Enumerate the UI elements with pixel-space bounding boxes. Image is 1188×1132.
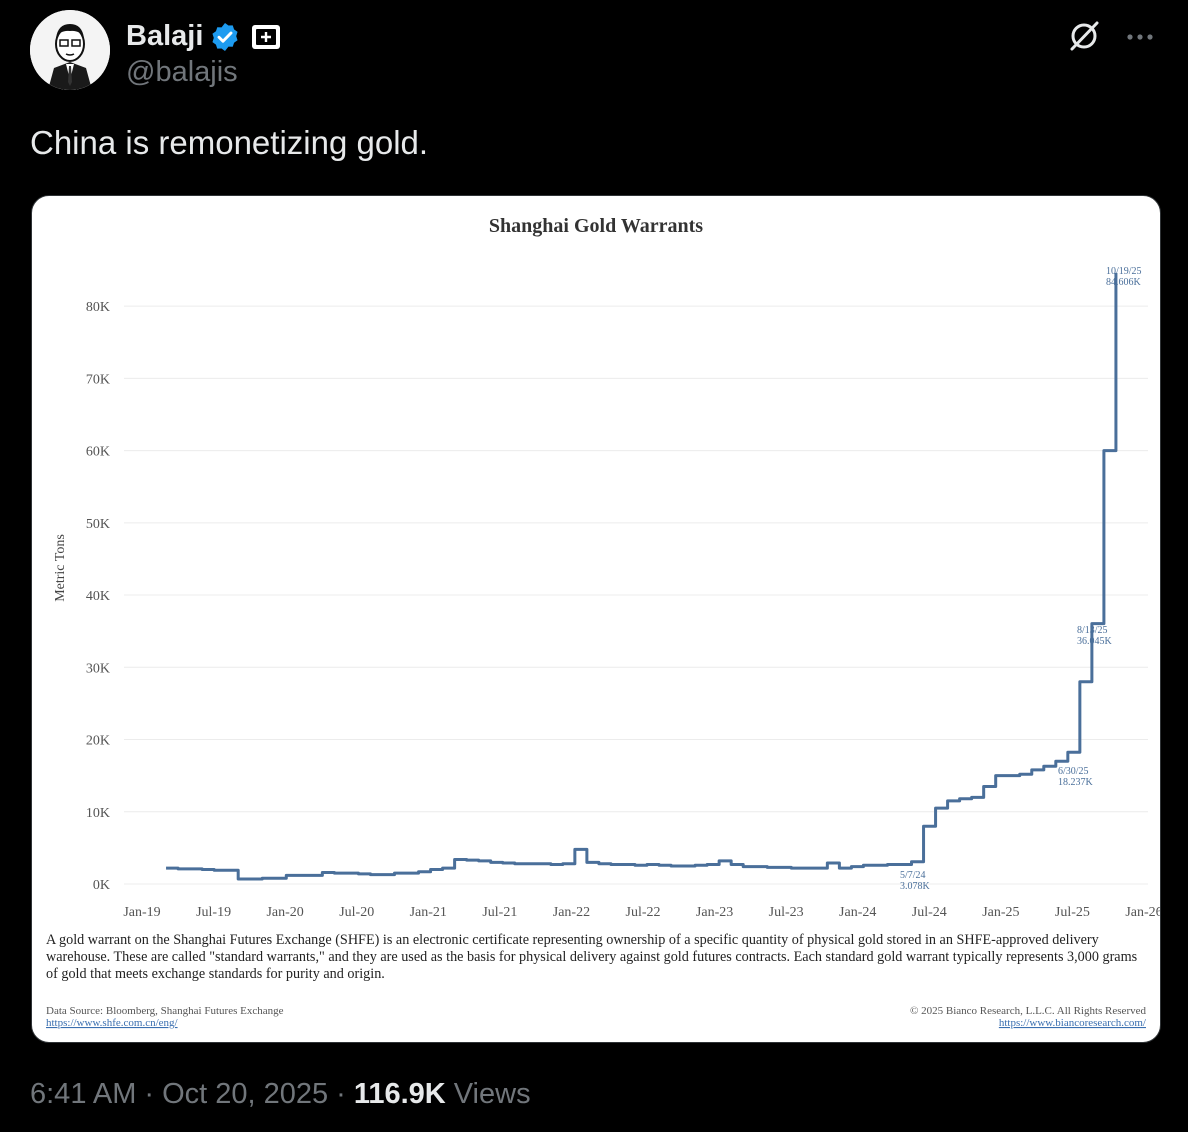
copyright-text: © 2025 Bianco Research, L.L.C. All Right… <box>910 1005 1146 1017</box>
x-tick-label: Jul-19 <box>196 905 231 920</box>
copyright-link[interactable]: https://www.biancoresearch.com/ <box>999 1017 1147 1029</box>
y-tick-label: 10K <box>86 806 110 821</box>
x-tick-label: Jan-20 <box>266 905 303 920</box>
tweet-text: China is remonetizing gold. <box>30 124 429 161</box>
gold-warrants-chart: Shanghai Gold Warrants Metric Tons 0K 10K… <box>46 215 1160 1029</box>
source-link[interactable]: https://www.shfe.com.cn/eng/ <box>46 1017 179 1029</box>
x-tick-label: Jan-25 <box>982 905 1019 920</box>
separator: · <box>144 1078 155 1110</box>
x-tick-label: Jan-21 <box>410 905 447 920</box>
separator: · <box>336 1078 346 1110</box>
views-label[interactable]: Views <box>453 1078 531 1110</box>
y-tick-label: 30K <box>86 661 110 676</box>
chart-description: A gold warrant on the Shanghai Futures E… <box>46 932 1138 982</box>
y-tick-label: 20K <box>86 734 110 749</box>
tweet-header: Balaji @balajis <box>30 10 1158 94</box>
chart-title: Shanghai Gold Warrants <box>489 215 703 237</box>
series-line <box>166 272 1118 881</box>
y-tick-label: 0K <box>93 878 110 893</box>
y-tick-label: 80K <box>86 300 110 315</box>
verified-badge-icon[interactable] <box>209 21 241 53</box>
annotation-date: 5/7/24 <box>900 870 926 881</box>
annotation-value: 3.078K <box>900 881 931 892</box>
author-name-row: Balaji <box>126 20 281 53</box>
annotation-value: 18.237K <box>1058 777 1094 788</box>
tweet-date[interactable]: Oct 20, 2025 <box>162 1078 329 1110</box>
annotation-date: 6/30/25 <box>1058 766 1089 777</box>
y-tick-label: 60K <box>86 445 110 460</box>
grok-icon[interactable] <box>1064 16 1104 56</box>
grid-lines <box>124 305 1148 885</box>
y-tick-label: 70K <box>86 372 110 387</box>
y-tick-label: 40K <box>86 589 110 604</box>
annotation-value: 36.045K <box>1077 636 1113 647</box>
x-tick-label: Jan-23 <box>696 905 733 920</box>
source-text: Data Source: Bloomberg, Shanghai Futures… <box>46 1005 284 1017</box>
x-tick-label: Jan-24 <box>839 905 876 920</box>
affiliate-badge-icon[interactable] <box>251 24 281 50</box>
y-axis-label: Metric Tons <box>53 534 68 602</box>
x-tick-label: Jul-22 <box>626 905 661 920</box>
y-tick-labels: 0K 10K 20K 30K 40K 50K 60K 70K 80K <box>86 300 110 893</box>
x-tick-label: Jul-23 <box>769 905 804 920</box>
annotation-date: 8/13/25 <box>1077 625 1108 636</box>
x-tick-labels: Jan-19 Jul-19 Jan-20 Jul-20 Jan-21 Jul-21 Jan-… <box>123 905 1160 920</box>
annotation-value: 84.606K <box>1106 277 1142 288</box>
views-count[interactable]: 116.9K <box>353 1078 446 1110</box>
x-tick-label: Jan-19 <box>123 905 160 920</box>
avatar[interactable] <box>30 10 110 90</box>
annotation-date: 10/19/25 <box>1106 266 1142 277</box>
y-tick-label: 50K <box>86 517 110 532</box>
x-tick-label: Jan-26 <box>1125 905 1160 920</box>
tweet-footer: 6:41 AM · Oct 20, 2025 · 116.9K Views <box>30 1078 531 1111</box>
author-name[interactable]: Balaji <box>126 20 204 52</box>
tweet-time[interactable]: 6:41 AM <box>30 1078 137 1110</box>
x-tick-label: Jul-20 <box>339 905 374 920</box>
x-tick-label: Jul-25 <box>1055 905 1090 920</box>
more-icon[interactable] <box>1122 22 1158 52</box>
chart-description-box: A gold warrant on the Shanghai Futures E… <box>46 932 1138 982</box>
x-tick-label: Jan-22 <box>553 905 590 920</box>
x-tick-label: Jul-21 <box>482 905 517 920</box>
x-tick-label: Jul-24 <box>912 905 947 920</box>
author-handle[interactable]: @balajis <box>126 56 238 88</box>
tweet-media-card[interactable]: Shanghai Gold Warrants Metric Tons 0K 10K… <box>31 195 1161 1043</box>
avatar-image <box>30 10 110 90</box>
